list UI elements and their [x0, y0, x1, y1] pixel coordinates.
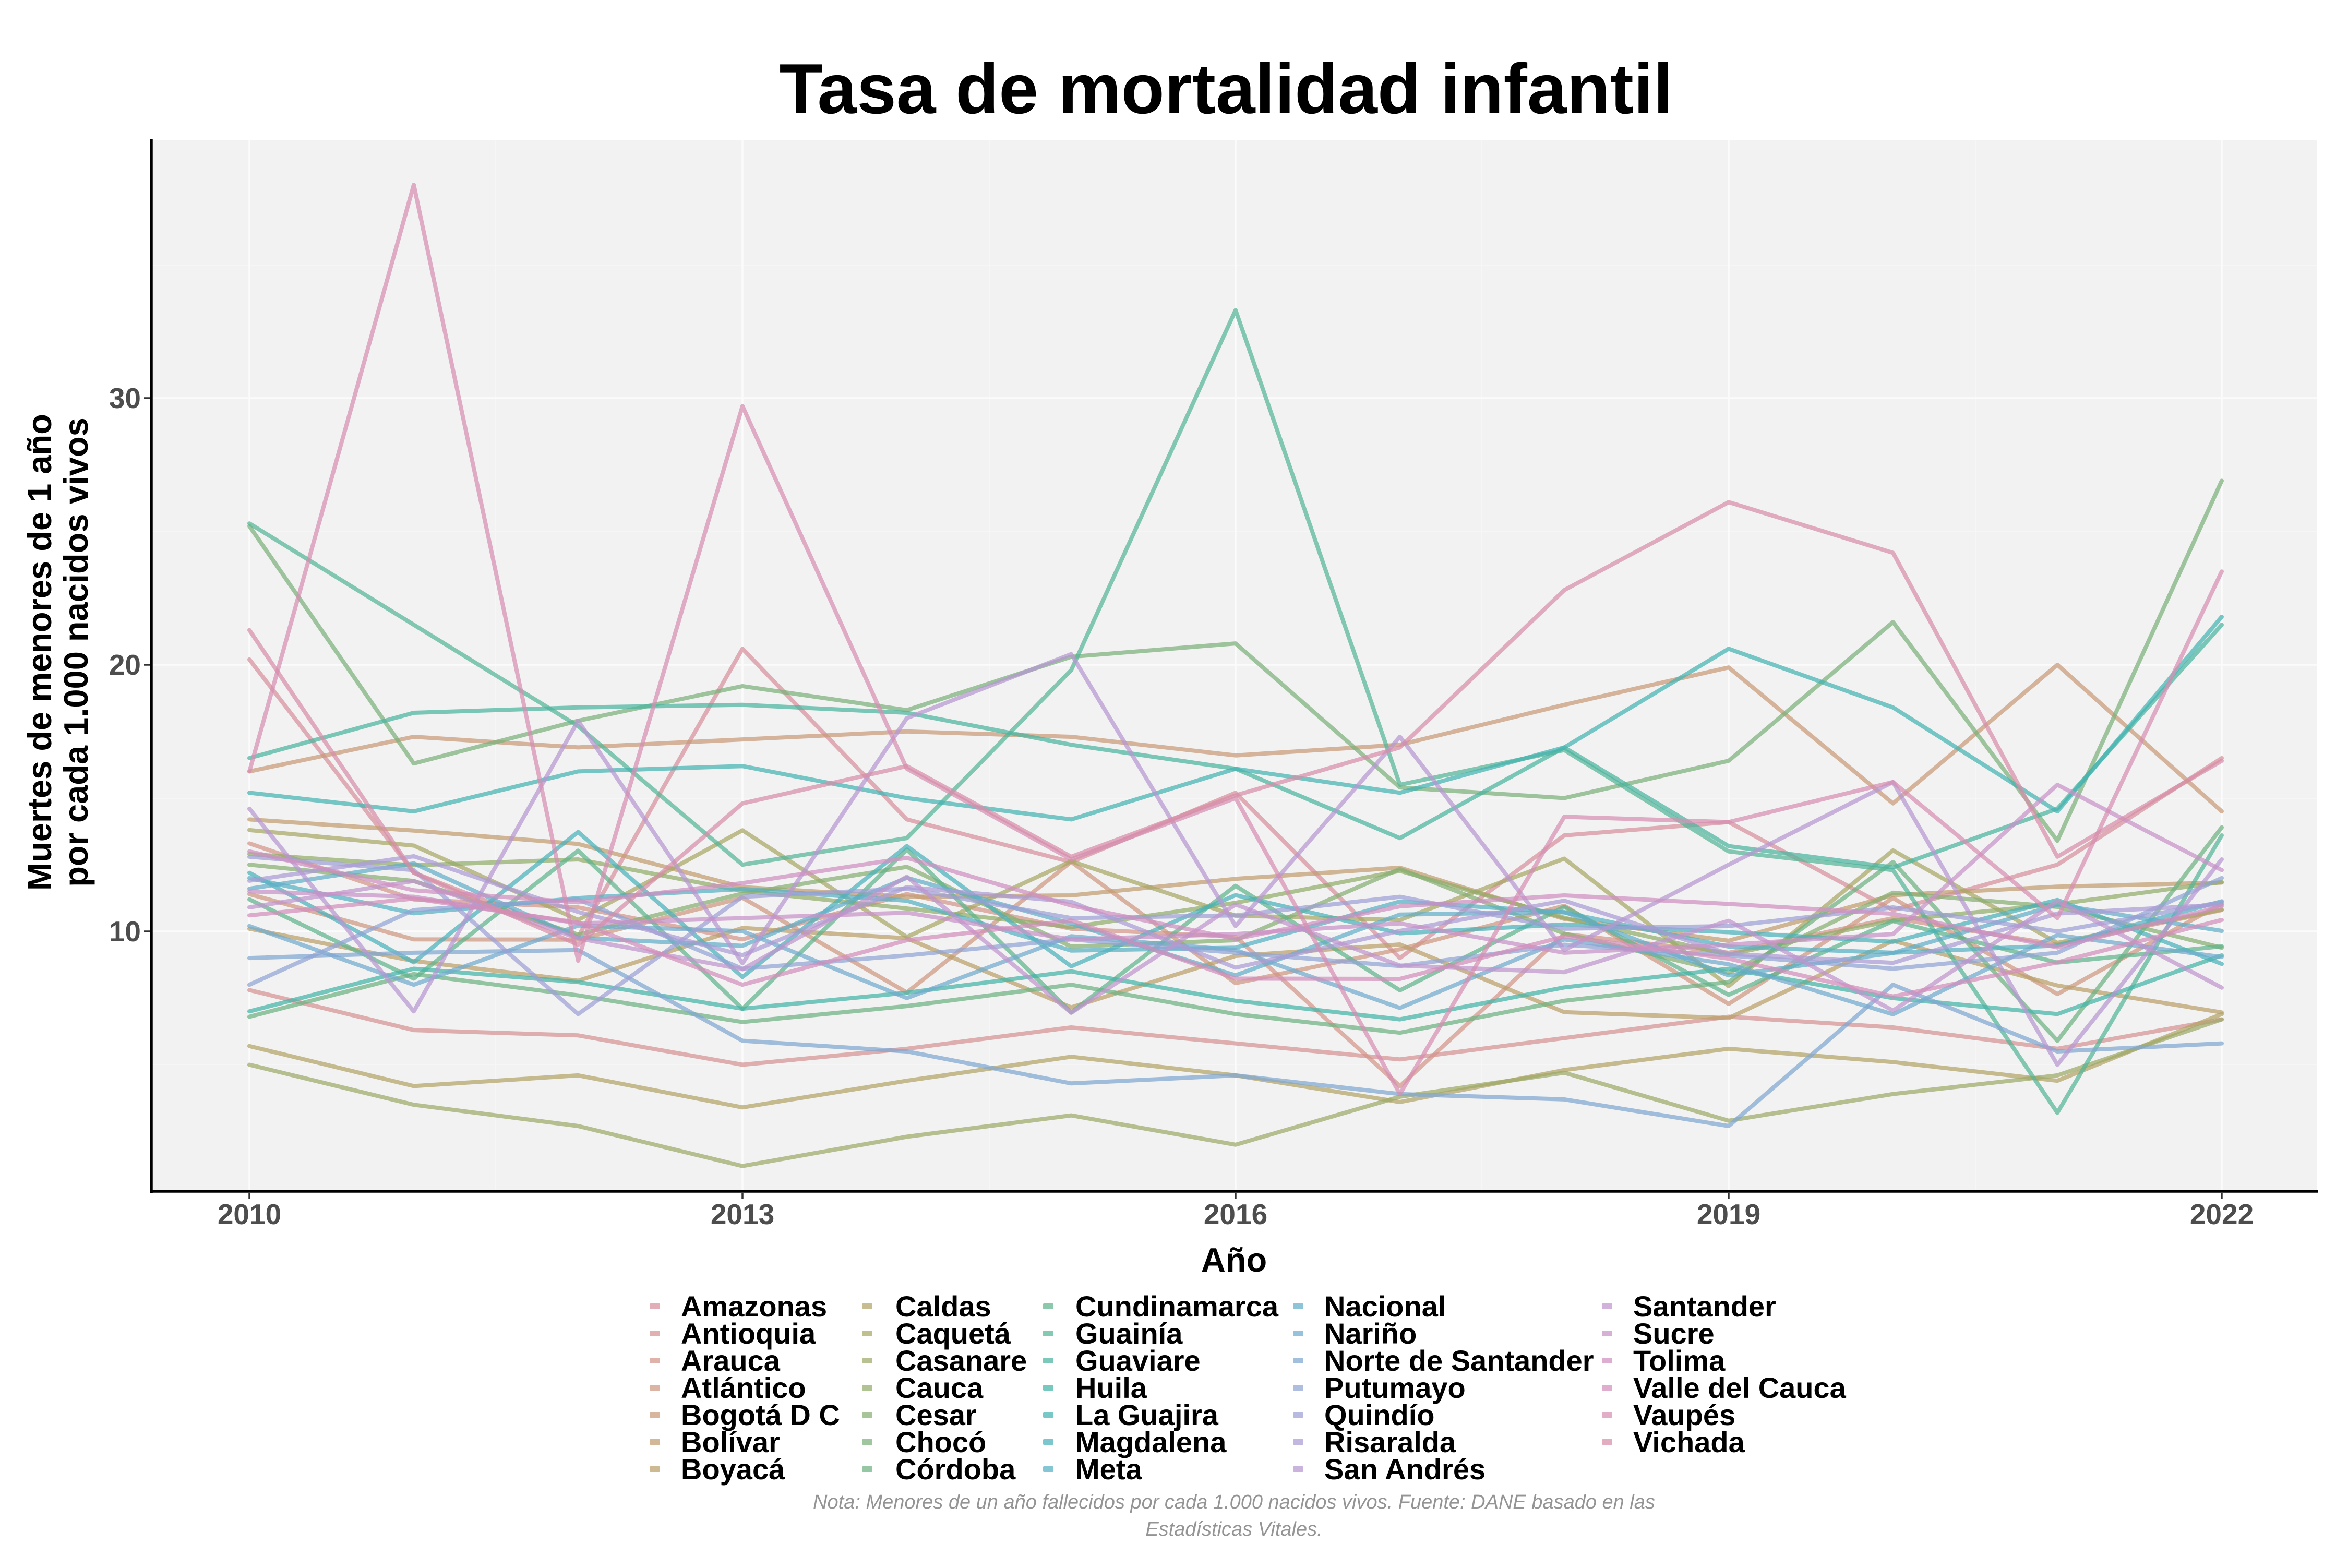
svg-text:Caquetá: Caquetá [895, 1317, 1011, 1350]
svg-text:Risaralda: Risaralda [1324, 1426, 1456, 1458]
svg-text:San Andrés: San Andrés [1324, 1453, 1486, 1486]
svg-text:Cundinamarca: Cundinamarca [1075, 1290, 1279, 1323]
svg-text:Valle del Cauca: Valle del Cauca [1633, 1371, 1847, 1404]
svg-text:Tasa de mortalidad infantil: Tasa de mortalidad infantil [780, 49, 1673, 128]
svg-text:10: 10 [109, 915, 141, 948]
svg-text:Vichada: Vichada [1633, 1426, 1745, 1458]
svg-text:2010: 2010 [218, 1198, 281, 1230]
svg-text:Quindío: Quindío [1324, 1398, 1435, 1431]
svg-text:20: 20 [109, 649, 141, 681]
svg-text:Santander: Santander [1633, 1290, 1776, 1323]
svg-text:Meta: Meta [1075, 1453, 1142, 1486]
svg-text:Casanare: Casanare [895, 1344, 1027, 1377]
svg-text:Caldas: Caldas [895, 1290, 991, 1323]
svg-text:Arauca: Arauca [681, 1344, 781, 1377]
svg-text:Nacional: Nacional [1324, 1290, 1446, 1323]
svg-text:Antioquia: Antioquia [681, 1317, 816, 1350]
svg-text:2022: 2022 [2190, 1198, 2254, 1230]
svg-text:Guainía: Guainía [1075, 1317, 1183, 1350]
svg-text:La Guajira: La Guajira [1075, 1398, 1219, 1431]
svg-text:Tolima: Tolima [1633, 1344, 1726, 1377]
svg-text:Año: Año [1201, 1241, 1267, 1279]
svg-text:Amazonas: Amazonas [681, 1290, 827, 1323]
svg-text:2016: 2016 [1204, 1198, 1267, 1230]
svg-text:Nariño: Nariño [1324, 1317, 1417, 1350]
svg-text:Cesar: Cesar [895, 1398, 977, 1431]
svg-text:Bolívar: Bolívar [681, 1426, 780, 1458]
svg-text:Huila: Huila [1075, 1371, 1147, 1404]
svg-text:Putumayo: Putumayo [1324, 1371, 1466, 1404]
svg-text:Magdalena: Magdalena [1075, 1426, 1227, 1458]
svg-text:por cada 1.000 nacidos vivos: por cada 1.000 nacidos vivos [57, 417, 95, 887]
svg-text:Chocó: Chocó [895, 1426, 986, 1458]
svg-text:Nota: Menores de un año fallec: Nota: Menores de un año fallecidos por c… [813, 1491, 1655, 1513]
svg-text:Guaviare: Guaviare [1075, 1344, 1201, 1377]
svg-text:Vaupés: Vaupés [1633, 1398, 1735, 1431]
svg-text:Atlántico: Atlántico [681, 1371, 806, 1404]
svg-text:30: 30 [109, 382, 141, 414]
svg-text:Muertes de menores de 1 año: Muertes de menores de 1 año [20, 414, 58, 891]
svg-text:Córdoba: Córdoba [895, 1453, 1016, 1486]
svg-text:Sucre: Sucre [1633, 1317, 1715, 1350]
svg-text:Cauca: Cauca [895, 1371, 984, 1404]
svg-text:2019: 2019 [1697, 1198, 1760, 1230]
svg-text:Boyacá: Boyacá [681, 1453, 785, 1486]
svg-text:Norte de Santander: Norte de Santander [1324, 1344, 1594, 1377]
svg-text:Estadísticas Vitales.: Estadísticas Vitales. [1145, 1518, 1322, 1540]
svg-text:Bogotá D C: Bogotá D C [681, 1398, 840, 1431]
svg-text:2013: 2013 [711, 1198, 774, 1230]
